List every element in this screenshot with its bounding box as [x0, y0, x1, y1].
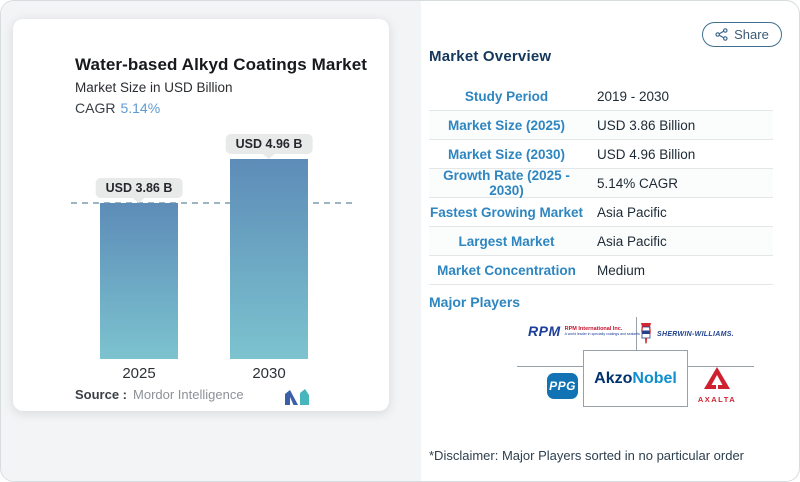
disclaimer-text: *Disclaimer: Major Players sorted in no …	[429, 448, 745, 463]
logo-divider-right	[688, 366, 754, 367]
overview-row-label: Fastest Growing Market	[429, 204, 584, 220]
overview-row: Market Concentration Medium	[429, 256, 773, 285]
axalta-wordmark: AXALTA	[697, 395, 737, 404]
source-value: Mordor Intelligence	[133, 387, 244, 402]
overview-row-value: Medium	[597, 262, 646, 278]
ppg-logo: PPG	[547, 373, 578, 399]
chart-subtitle: Market Size in USD Billion	[75, 80, 233, 95]
bar-2030	[230, 159, 308, 359]
overview-row: Market Size (2025) USD 3.86 Billion	[429, 111, 773, 140]
chart-card: Water-based Alkyd Coatings Market Market…	[13, 19, 389, 411]
overview-row-label: Largest Market	[458, 233, 555, 249]
overview-row-label: Study Period	[464, 88, 549, 104]
source-label: Source :	[75, 387, 128, 402]
source-row: Source : Mordor Intelligence	[75, 387, 244, 402]
rpm-logo: RPM RPM International Inc. A world leade…	[528, 323, 640, 339]
overview-row: Market Size (2030) USD 4.96 Billion	[429, 140, 773, 169]
cagr-value: 5.14%	[120, 100, 161, 116]
overview-row: Growth Rate (2025 - 2030) 5.14% CAGR	[429, 168, 773, 198]
overview-row-value: Asia Pacific	[597, 233, 667, 249]
major-players-label: Major Players	[429, 294, 521, 310]
share-icon	[715, 28, 728, 41]
bar-value-label: USD 3.86 B	[95, 178, 183, 198]
reference-dashed-line	[71, 202, 353, 204]
overview-table: Study Period 2019 - 2030 Market Size (2025…	[429, 82, 773, 285]
axalta-a-icon	[704, 367, 730, 389]
cagr-line: CAGR 5.14%	[75, 100, 160, 116]
rpm-logo-word: RPM	[528, 323, 561, 339]
logo-divider-vertical	[636, 317, 637, 350]
akzonobel-part1: Akzo	[594, 369, 633, 387]
bar-2025	[100, 203, 178, 359]
overview-row-label: Market Concentration	[437, 262, 576, 278]
overview-row-label: Market Size (2025)	[447, 117, 566, 133]
overview-row-value: 5.14% CAGR	[597, 175, 679, 191]
logo-divider-left	[517, 366, 583, 367]
share-button-label: Share	[734, 27, 769, 42]
sherwin-williams-wordmark: SHERWIN-WILLIAMS.	[657, 330, 734, 338]
axalta-logo: AXALTA	[697, 367, 737, 404]
overview-row-label: Market Size (2030)	[447, 146, 566, 162]
overview-row-value: USD 3.86 Billion	[597, 117, 696, 133]
rpm-tagline: A world leader in specialty coatings and…	[564, 332, 640, 336]
mordor-intelligence-logo-icon	[285, 389, 309, 405]
akzonobel-part2: Nobel	[632, 369, 677, 387]
overview-row: Fastest Growing Market Asia Pacific	[429, 198, 773, 227]
sherwin-williams-logo: SHERWIN-WILLIAMS.	[639, 322, 734, 346]
paint-can-icon	[641, 323, 651, 344]
bar-value-label: USD 4.96 B	[225, 134, 313, 154]
cagr-label: CAGR	[75, 100, 116, 116]
overview-row: Study Period 2019 - 2030	[429, 82, 773, 111]
rpm-company-name: RPM International Inc.	[564, 326, 623, 332]
x-axis-label: 2025	[122, 365, 156, 382]
overview-row-label: Growth Rate (2025 - 2030)	[443, 168, 570, 198]
overview-heading: Market Overview	[429, 48, 552, 65]
overview-row-value: Asia Pacific	[597, 204, 667, 220]
akzonobel-logo-box: AkzoNobel	[583, 350, 688, 407]
akzonobel-wordmark: AkzoNobel	[594, 370, 677, 388]
chart-title: Water-based Alkyd Coatings Market	[75, 55, 368, 74]
share-button[interactable]: Share	[702, 22, 782, 47]
overview-row: Largest Market Asia Pacific	[429, 227, 773, 256]
x-axis-label: 2030	[252, 365, 286, 382]
overview-row-value: 2019 - 2030	[597, 88, 670, 104]
overview-row-value: USD 4.96 Billion	[597, 146, 696, 162]
